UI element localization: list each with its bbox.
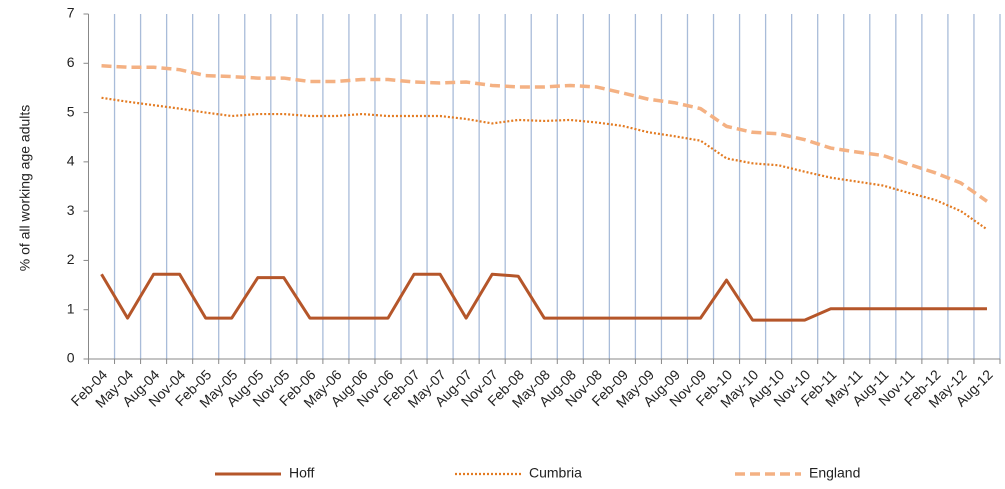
y-tick-label: 6 <box>67 54 75 70</box>
y-axis-label: % of all working age adults <box>17 105 33 272</box>
y-tick-label: 4 <box>67 153 75 169</box>
series-line <box>100 272 987 322</box>
y-tick-label: 0 <box>67 350 75 366</box>
legend-label: Cumbria <box>529 465 582 481</box>
y-tick-label: 5 <box>67 103 75 119</box>
y-tick-label: 1 <box>67 300 75 316</box>
legend-label: Hoff <box>289 465 315 481</box>
legend-label: England <box>809 465 860 481</box>
y-tick-label: 2 <box>67 251 75 267</box>
y-tick-label: 7 <box>67 5 75 21</box>
series-line <box>101 96 988 231</box>
series-line <box>101 64 988 203</box>
y-tick-label: 3 <box>67 202 75 218</box>
